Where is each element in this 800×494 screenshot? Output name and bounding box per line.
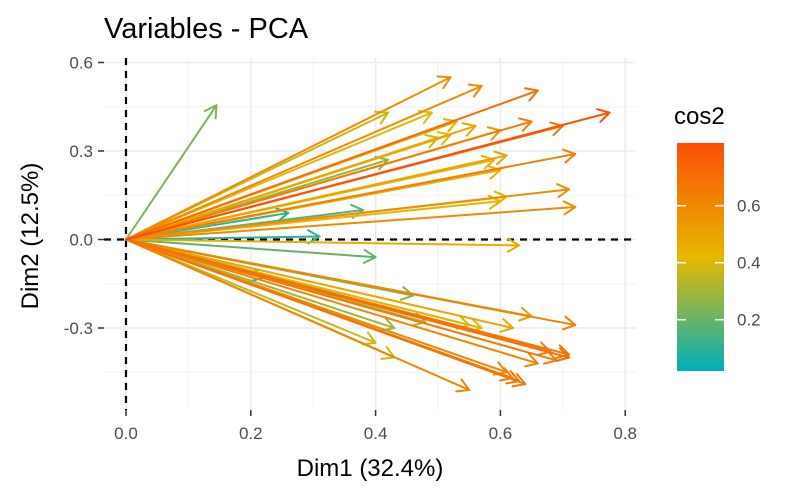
y-tick-label: 0.3 [69,142,93,161]
variable-arrow [125,238,514,333]
x-tick-label: 0.0 [114,424,138,443]
variable-arrow [125,148,577,241]
variable-arrow [125,108,611,241]
x-tick-label: 0.8 [613,424,637,443]
legend-tick-label: 0.4 [737,254,761,273]
variable-arrow [125,183,571,241]
y-tick-label: 0.0 [69,231,93,250]
legend-colorbar [677,143,724,371]
x-axis-title: Dim1 (32.4%) [297,455,444,482]
x-tick-label: 0.4 [364,424,388,443]
legend-ticks: 0.2 0.4 0.6 [677,197,761,330]
variable-arrow [125,200,577,241]
chart-title: Variables - PCA [104,13,309,45]
variable-arrow [125,117,533,241]
x-tick-label: 0.6 [489,424,513,443]
legend: cos2 0.2 0.4 0.6 [674,103,761,371]
legend-tick-label: 0.2 [737,311,761,330]
variable-arrow [125,104,218,241]
legend-title: cos2 [674,103,725,130]
x-axis-ticks: 0.0 0.2 0.4 0.6 0.8 [114,410,637,443]
variable-arrow [125,122,477,241]
reference-lines [104,58,636,410]
variable-arrow [125,238,539,368]
variable-arrow [125,238,471,393]
variable-arrow [125,87,539,241]
x-tick-label: 0.2 [239,424,263,443]
variable-arrow [125,75,452,241]
variable-arrow [125,238,527,388]
variable-arrows [125,75,611,393]
y-axis-ticks: -0.3 0.0 0.3 0.6 [64,54,104,338]
variable-arrow [125,150,508,241]
y-tick-label: 0.6 [69,54,93,73]
y-tick-label: -0.3 [64,319,93,338]
legend-tick-label: 0.6 [737,197,761,216]
y-axis-title: Dim2 (12.5%) [17,163,44,310]
variable-arrow [125,238,377,264]
variable-arrow [125,237,521,253]
variable-arrow [125,83,483,241]
variable-arrow [125,238,571,362]
variable-arrow [125,238,577,331]
variable-arrow [125,238,558,365]
